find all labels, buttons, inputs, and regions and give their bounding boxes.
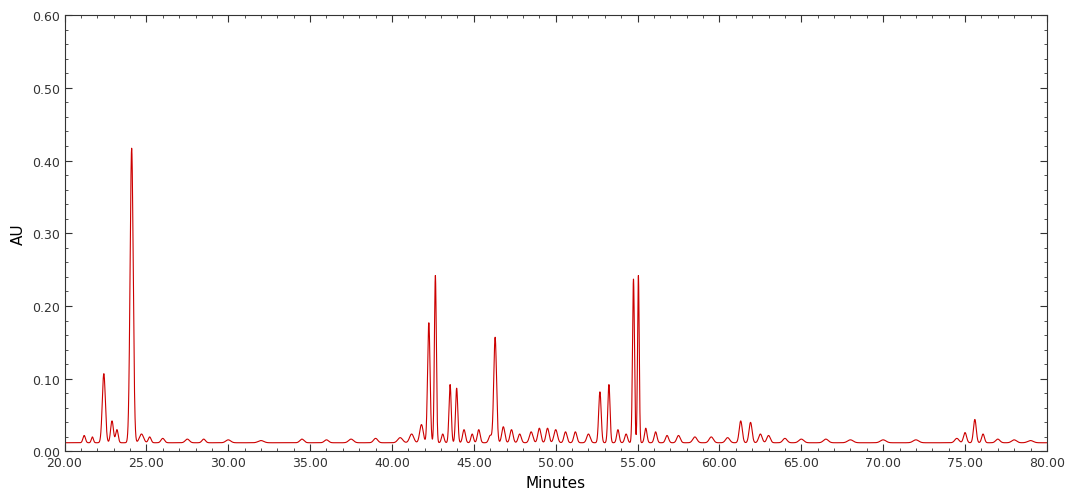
X-axis label: Minutes: Minutes: [526, 475, 585, 490]
Y-axis label: AU: AU: [11, 223, 26, 244]
